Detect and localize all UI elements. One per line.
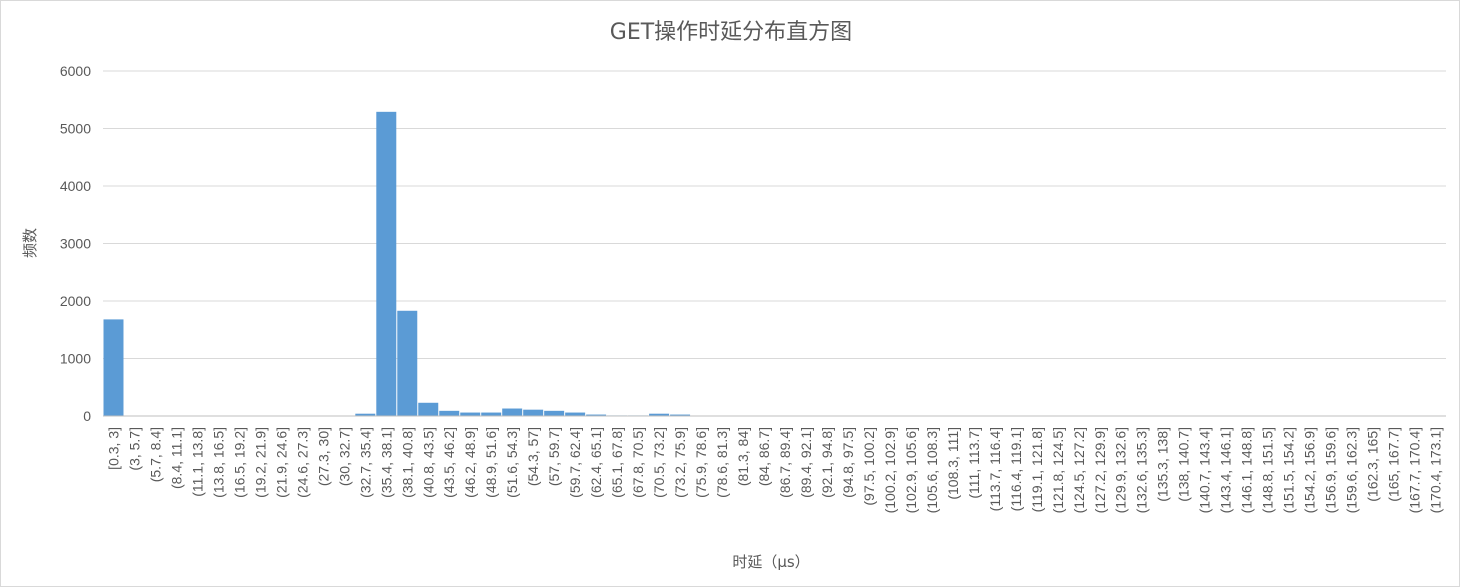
bar: [502, 409, 522, 416]
bar: [439, 411, 459, 416]
x-tick-label: (138, 140.7]: [1176, 427, 1192, 502]
x-tick-label: (105.6, 108.3]: [924, 427, 940, 513]
x-tick-label: (24.6, 27.3]: [294, 427, 310, 498]
x-tick-label: (67.8, 70.5]: [630, 427, 646, 498]
x-tick-label: (27.3, 30]: [315, 427, 331, 486]
x-tick-label: (140.7, 143.4]: [1197, 427, 1213, 513]
x-tick-label: (156.9, 159.6]: [1323, 427, 1339, 513]
y-tick-label: 3000: [60, 236, 91, 252]
x-tick-label: (92.1, 94.8]: [819, 427, 835, 498]
x-tick-label: (8.4, 11.1]: [168, 427, 184, 489]
chart-title: GET操作时延分布直方图: [610, 20, 852, 45]
x-tick-label: (35.4, 38.1]: [378, 427, 394, 498]
x-tick-label: (154.2, 156.9]: [1302, 427, 1318, 513]
x-tick-label: (159.6, 162.3]: [1344, 427, 1360, 513]
x-tick-label: (30, 32.7]: [336, 427, 352, 486]
x-tick-label: (167.7, 170.4]: [1407, 427, 1423, 513]
x-tick-label: (54.3, 57]: [525, 427, 541, 486]
bar: [481, 413, 501, 416]
y-tick-label: 5000: [60, 121, 91, 137]
bar: [544, 411, 564, 416]
x-tick-label: (78.6, 81.3]: [714, 427, 730, 498]
x-tick-label: (46.2, 48.9]: [462, 427, 478, 498]
x-tick-label: (116.4, 119.1]: [1008, 427, 1024, 511]
x-tick-label: (124.5, 127.2]: [1071, 427, 1087, 513]
x-tick-label: (19.2, 21.9]: [252, 427, 268, 498]
bar: [523, 410, 543, 416]
x-tick-label: (135.3, 138]: [1155, 427, 1171, 502]
y-axis-label: 频数: [21, 228, 39, 258]
x-tick-label: (129.9, 132.6]: [1113, 427, 1129, 513]
x-tick-label: (70.5, 73.2]: [651, 427, 667, 498]
x-tick-label: (127.2, 129.9]: [1092, 427, 1108, 513]
bar: [376, 112, 396, 416]
x-tick-label: (62.4, 65.1]: [588, 427, 604, 498]
y-tick-label: 4000: [60, 178, 91, 194]
x-axis-label: 时延（μs）: [732, 553, 809, 571]
x-tick-label: (32.7, 35.4]: [357, 427, 373, 498]
x-tick-label: (148.8, 151.5]: [1260, 427, 1276, 513]
x-tick-label: (73.2, 75.9]: [672, 427, 688, 498]
x-tick-label: (16.5, 19.2]: [231, 427, 247, 498]
x-tick-label: (102.9, 105.6]: [903, 427, 919, 513]
x-tick-label: (94.8, 97.5]: [840, 427, 856, 498]
bar: [104, 319, 124, 416]
x-tick-label: (132.6, 135.3]: [1134, 427, 1150, 513]
x-tick-label: (100.2, 102.9]: [882, 427, 898, 513]
bar: [460, 413, 480, 416]
x-tick-label: (108.3, 111]: [945, 427, 961, 500]
x-tick-label: (43.5, 46.2]: [441, 427, 457, 498]
x-tick-label: (121.8, 124.5]: [1050, 427, 1066, 513]
y-tick-label: 2000: [60, 293, 91, 309]
y-tick-label: 1000: [60, 351, 91, 367]
x-tick-label: (170.4, 173.1]: [1428, 427, 1444, 513]
x-tick-label: (13.8, 16.5]: [210, 427, 226, 498]
x-tick-label: (51.6, 54.3]: [504, 427, 520, 498]
bar: [397, 311, 417, 416]
x-tick-label: (97.5, 100.2]: [861, 427, 877, 506]
x-tick-label: (11.1, 13.8]: [189, 427, 205, 497]
x-tick-label: (65.1, 67.8]: [609, 427, 625, 498]
y-tick-label: 6000: [60, 63, 91, 79]
x-tick-label: (3, 5.7]: [126, 427, 142, 471]
x-tick-label: (86.7, 89.4]: [777, 427, 793, 498]
x-tick-label: [0.3, 3]: [105, 427, 121, 470]
x-tick-label: (38.1, 40.8]: [399, 427, 415, 498]
x-tick-label: (113.7, 116.4]: [987, 427, 1003, 511]
x-tick-label: (111, 113.7]: [966, 427, 982, 499]
x-tick-label: (40.8, 43.5]: [420, 427, 436, 498]
x-tick-label: (5.7, 8.4]: [147, 427, 163, 482]
x-tick-label: (21.9, 24.6]: [273, 427, 289, 498]
x-tick-label: (151.5, 154.2]: [1281, 427, 1297, 513]
bar: [418, 403, 438, 416]
x-tick-label: (119.1, 121.8]: [1029, 427, 1045, 512]
x-tick-label: (48.9, 51.6]: [483, 427, 499, 498]
x-tick-label: (165, 167.7]: [1386, 427, 1402, 502]
x-tick-label: (75.9, 78.6]: [693, 427, 709, 498]
x-tick-label: (81.3, 84]: [735, 427, 751, 486]
x-tick-label: (146.1, 148.8]: [1239, 427, 1255, 513]
x-tick-label: (84, 86.7]: [756, 427, 772, 486]
y-tick-label: 0: [83, 408, 91, 424]
x-tick-label: (89.4, 92.1]: [798, 427, 814, 498]
x-tick-label: (143.4, 146.1]: [1218, 427, 1234, 513]
x-tick-label: (162.3, 165]: [1365, 427, 1381, 502]
x-tick-label: (59.7, 62.4]: [567, 427, 583, 498]
x-tick-label: (57, 59.7]: [546, 427, 562, 486]
bar: [565, 413, 585, 416]
